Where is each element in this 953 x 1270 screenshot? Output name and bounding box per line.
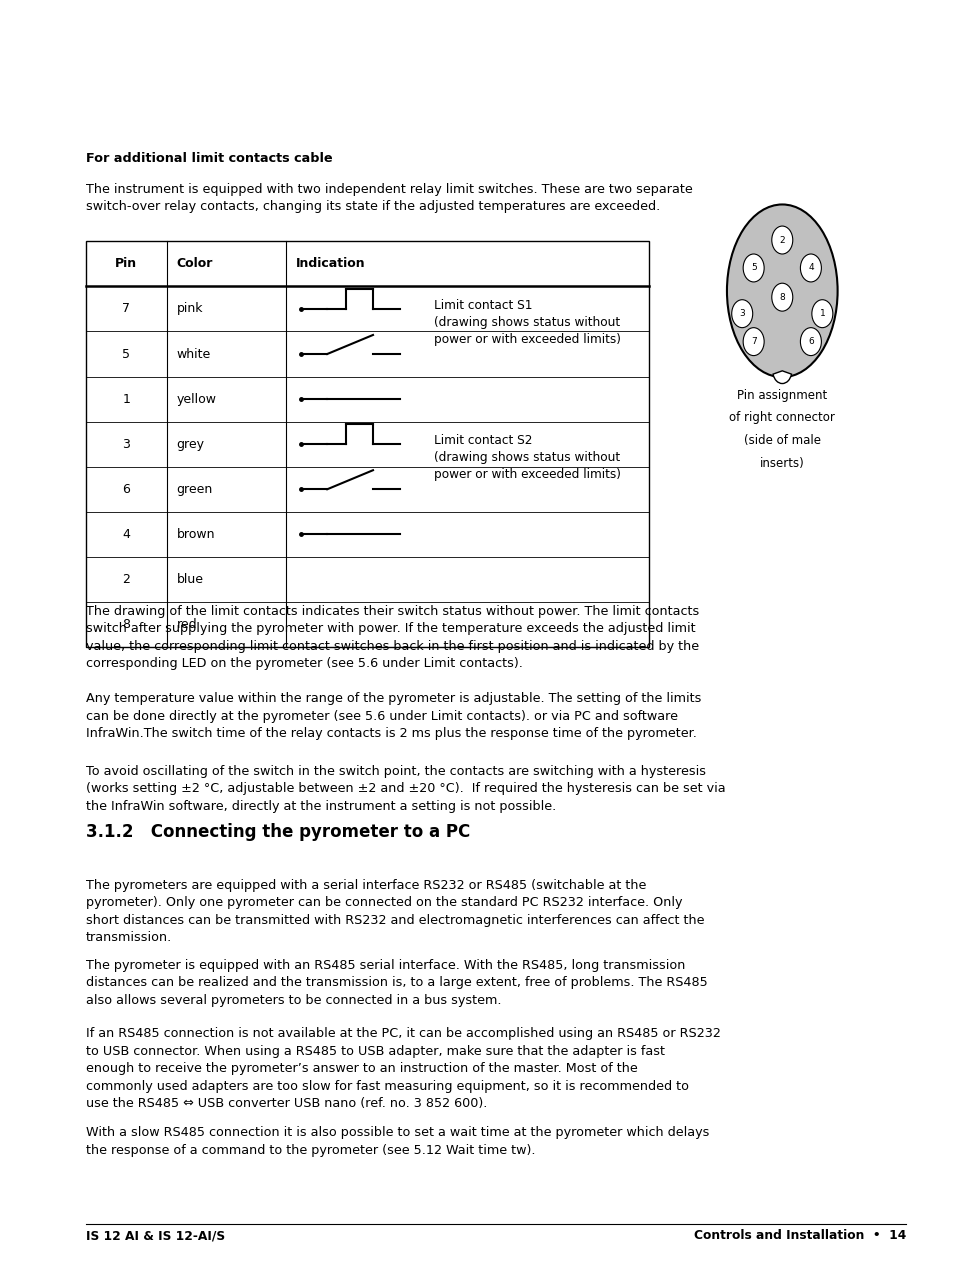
Text: 3.1.2   Connecting the pyrometer to a PC: 3.1.2 Connecting the pyrometer to a PC — [86, 823, 470, 841]
Text: 1: 1 — [819, 309, 824, 319]
Text: Color: Color — [176, 258, 213, 271]
Text: Indication: Indication — [295, 258, 365, 271]
Circle shape — [800, 254, 821, 282]
Text: To avoid oscillating of the switch in the switch point, the contacts are switchi: To avoid oscillating of the switch in th… — [86, 765, 724, 813]
Text: Pin: Pin — [115, 258, 137, 271]
Text: 4: 4 — [122, 528, 131, 541]
Circle shape — [742, 328, 763, 356]
Text: green: green — [176, 483, 213, 495]
Circle shape — [771, 226, 792, 254]
Text: inserts): inserts) — [760, 457, 803, 470]
Text: 3: 3 — [122, 438, 131, 451]
Text: If an RS485 connection is not available at the PC, it can be accomplished using : If an RS485 connection is not available … — [86, 1027, 720, 1110]
Text: 5: 5 — [122, 348, 131, 361]
Text: 6: 6 — [807, 337, 813, 347]
Text: blue: blue — [176, 573, 203, 585]
Text: brown: brown — [176, 528, 214, 541]
Text: 5: 5 — [750, 263, 756, 273]
Circle shape — [731, 300, 752, 328]
Text: 8: 8 — [779, 292, 784, 302]
Text: 6: 6 — [122, 483, 131, 495]
Text: 1: 1 — [122, 392, 131, 405]
Text: red: red — [176, 618, 197, 631]
Text: Limit contact S1
(drawing shows status without
power or with exceeded limits): Limit contact S1 (drawing shows status w… — [434, 298, 620, 345]
Text: For additional limit contacts cable: For additional limit contacts cable — [86, 152, 333, 165]
Text: Limit contact S2
(drawing shows status without
power or with exceeded limits): Limit contact S2 (drawing shows status w… — [434, 434, 620, 481]
Text: Controls and Installation  •  14: Controls and Installation • 14 — [694, 1229, 905, 1242]
Text: of right connector: of right connector — [729, 411, 834, 424]
Text: The drawing of the limit contacts indicates their switch status without power. T: The drawing of the limit contacts indica… — [86, 605, 699, 671]
Text: (side of male: (side of male — [743, 434, 820, 447]
Text: 3: 3 — [739, 309, 744, 319]
Text: 2: 2 — [122, 573, 131, 585]
Circle shape — [800, 328, 821, 356]
Text: The instrument is equipped with two independent relay limit switches. These are : The instrument is equipped with two inde… — [86, 183, 692, 213]
Circle shape — [742, 254, 763, 282]
Text: IS 12 AI & IS 12-AI/S: IS 12 AI & IS 12-AI/S — [86, 1229, 225, 1242]
Text: pink: pink — [176, 302, 203, 315]
Ellipse shape — [726, 204, 837, 377]
Text: Pin assignment: Pin assignment — [737, 389, 826, 401]
Text: 8: 8 — [122, 618, 131, 631]
Text: 4: 4 — [807, 263, 813, 273]
Text: With a slow RS485 connection it is also possible to set a wait time at the pyrom: With a slow RS485 connection it is also … — [86, 1126, 708, 1157]
Text: white: white — [176, 348, 211, 361]
Wedge shape — [772, 371, 791, 384]
Text: 2: 2 — [779, 235, 784, 245]
Text: The pyrometers are equipped with a serial interface RS232 or RS485 (switchable a: The pyrometers are equipped with a seria… — [86, 879, 703, 945]
Bar — [86, 241, 648, 646]
Text: The pyrometer is equipped with an RS485 serial interface. With the RS485, long t: The pyrometer is equipped with an RS485 … — [86, 959, 707, 1007]
Circle shape — [771, 283, 792, 311]
Text: 7: 7 — [750, 337, 756, 347]
Text: Any temperature value within the range of the pyrometer is adjustable. The setti: Any temperature value within the range o… — [86, 692, 700, 740]
Text: yellow: yellow — [176, 392, 216, 405]
Circle shape — [811, 300, 832, 328]
Text: 7: 7 — [122, 302, 131, 315]
Text: grey: grey — [176, 438, 204, 451]
